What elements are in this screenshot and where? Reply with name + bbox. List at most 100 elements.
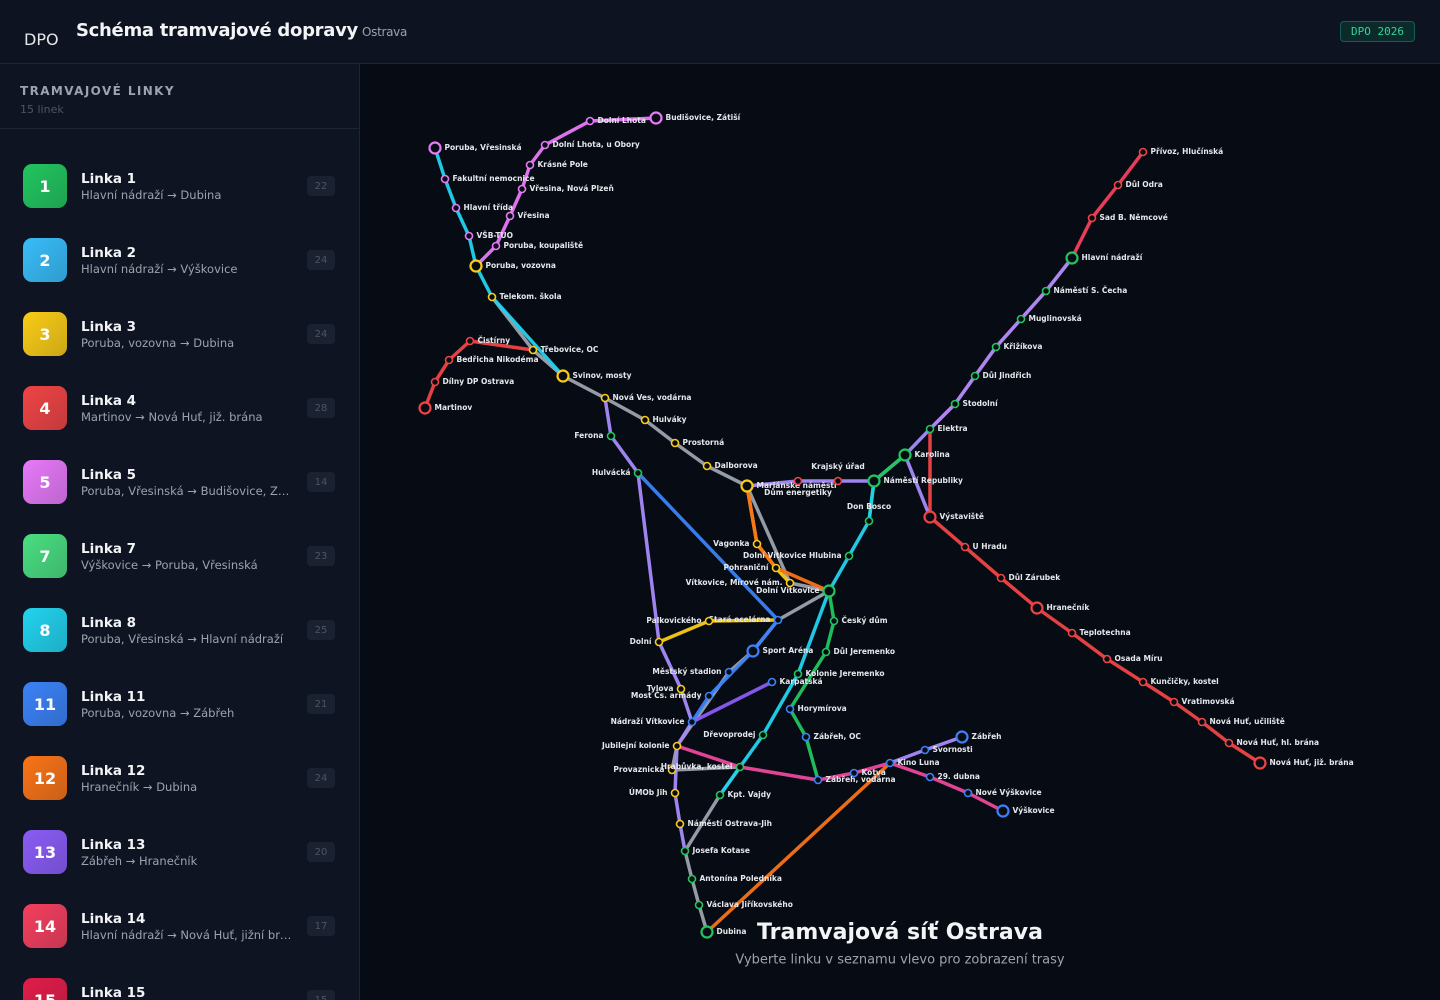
station-label: Osada Míru xyxy=(1115,654,1163,663)
station-label: Poruba, koupaliště xyxy=(504,241,584,250)
station-label: Jubilejní kolonie xyxy=(601,741,669,750)
station-label: Vřesina xyxy=(518,211,550,220)
station xyxy=(767,677,777,687)
line-item[interactable]: 7 Linka 7 Výškovice → Poruba, Vřesinská 23 xyxy=(0,519,359,593)
station-label: Dolní Vítkovice Hlubina xyxy=(743,551,842,560)
line-name: Linka 12 xyxy=(81,763,146,779)
line-item[interactable]: 2 Linka 2 Hlavní nádraží → Výškovice 24 xyxy=(0,223,359,297)
line-badge: 2 xyxy=(23,238,67,282)
station xyxy=(785,578,795,588)
station xyxy=(680,846,690,856)
line-badge: 3 xyxy=(23,312,67,356)
station xyxy=(923,510,937,524)
station xyxy=(925,772,935,782)
station xyxy=(667,765,677,775)
station-label: Dům energetiky xyxy=(764,488,832,497)
station-label: Horymírova xyxy=(798,704,847,713)
station xyxy=(785,704,795,714)
station-label: Dubina xyxy=(717,927,747,936)
station-label: Důl Jeremenko xyxy=(834,647,896,656)
station xyxy=(670,438,680,448)
station xyxy=(1253,756,1267,770)
station-label: Křižíkova xyxy=(1004,342,1043,351)
station-label: Sad B. Němcové xyxy=(1100,213,1168,222)
station-label: Hrabůvka, kostel xyxy=(661,762,733,771)
station xyxy=(735,762,745,772)
station-label: Výstaviště xyxy=(940,512,984,521)
station xyxy=(920,745,930,755)
top-bar: DPO Schéma tramvajové dopravy Ostrava DPO… xyxy=(0,0,1440,64)
station xyxy=(773,615,783,625)
line-name: Linka 14 xyxy=(81,911,146,927)
line-name: Linka 5 xyxy=(81,467,137,483)
station-label: Kino Luna xyxy=(898,758,940,767)
route-line xyxy=(718,479,876,797)
line-badge: 8 xyxy=(23,608,67,652)
line-route: Hranečník → Dubina xyxy=(81,780,198,794)
line-route: Zábřeh → Hranečník xyxy=(81,854,198,868)
line-item[interactable]: 1 Linka 1 Hlavní nádraží → Dubina 22 xyxy=(0,149,359,223)
stop-count: 14 xyxy=(307,472,335,492)
station-label: Telekom. škola xyxy=(500,292,562,301)
station-label: Třebovice, OC xyxy=(541,345,599,354)
station-label: Hlavní třída xyxy=(464,203,514,212)
station-label: Fakultní nemocnice xyxy=(453,174,535,183)
station xyxy=(960,542,970,552)
station xyxy=(649,111,663,125)
line-item[interactable]: 14 Linka 14 Hlavní nádraží → Nová Huť, již… xyxy=(0,889,359,963)
line-item[interactable]: 13 Linka 13 Zábřeh → Hranečník 20 xyxy=(0,815,359,889)
station xyxy=(1113,180,1123,190)
station-label: Nádraží Vítkovice xyxy=(611,717,685,726)
line-route: Poruba, vozovna → Dubina xyxy=(81,336,235,350)
station xyxy=(1087,213,1097,223)
route-line xyxy=(788,589,836,782)
line-item[interactable]: 12 Linka 12 Hranečník → Dubina 24 xyxy=(0,741,359,815)
station-label: Vítkovice, Mírové nám. xyxy=(686,578,783,587)
station xyxy=(1138,677,1148,687)
station-label: Kpt. Vajdy xyxy=(728,790,772,799)
station xyxy=(925,424,935,434)
station xyxy=(517,184,527,194)
station-label: Přívoz, Hlučínská xyxy=(1151,147,1224,156)
sidebar: TRAMVAJOVÉ LINKY 15 linek 1 Linka 1 Hlavní… xyxy=(0,64,360,1000)
station-label: Bedřicha Nikodéma xyxy=(457,355,539,364)
station-label: Dílny DP Ostrava xyxy=(443,377,515,386)
line-route: Hlavní nádraží → Dubina xyxy=(81,188,222,202)
app-title: Schéma tramvajové dopravy Ostrava xyxy=(76,20,407,41)
line-route: Poruba, Vřesinská → Hlavní nádraží xyxy=(81,632,284,646)
station xyxy=(833,476,843,486)
stop-count: 24 xyxy=(307,324,335,344)
station xyxy=(1065,251,1079,265)
station xyxy=(556,369,570,383)
line-name: Linka 8 xyxy=(81,615,137,631)
station-label: Český dům xyxy=(842,616,888,625)
title-text: Schéma tramvajové dopravy xyxy=(76,20,358,41)
line-name: Linka 1 xyxy=(81,171,137,187)
line-item[interactable]: 3 Linka 3 Poruba, vozovna → Dubina 24 xyxy=(0,297,359,371)
line-item[interactable]: 11 Linka 11 Poruba, vozovna → Zábřeh 21 xyxy=(0,667,359,741)
route-line xyxy=(903,453,932,519)
stop-count: 15 xyxy=(307,990,335,1000)
station-label: Dolní Lhota xyxy=(598,116,646,125)
station xyxy=(528,345,538,355)
line-item[interactable]: 8 Linka 8 Poruba, Vřesinská → Hlavní nádra… xyxy=(0,593,359,667)
line-route: Poruba, Vřesinská → Budišovice, Zátiší xyxy=(81,484,296,498)
station-label: Prostorná xyxy=(683,438,725,447)
station-label: Nová Huť, hl. brána xyxy=(1237,738,1320,747)
sidebar-heading: TRAMVAJOVÉ LINKY xyxy=(20,84,175,98)
station-label: Zábřeh xyxy=(972,732,1002,741)
line-name: Linka 11 xyxy=(81,689,146,705)
station-label: Zábřeh, vodárna xyxy=(826,775,896,784)
line-item[interactable]: 4 Linka 4 Martinov → Nová Huť, již. brána 2… xyxy=(0,371,359,445)
station-label: Čistírny xyxy=(478,336,511,345)
stop-count: 21 xyxy=(307,694,335,714)
sidebar-header: TRAMVAJOVÉ LINKY 15 linek xyxy=(0,64,359,129)
network-map: Budišovice, Zátiší Dolní Lhota Dolní Lhota… xyxy=(418,111,1354,968)
line-badge: 4 xyxy=(23,386,67,430)
line-item[interactable]: 5 Linka 5 Poruba, Vřesinská → Budišovice, … xyxy=(0,445,359,519)
station xyxy=(898,448,912,462)
station-label: Sport Aréna xyxy=(763,646,814,655)
station xyxy=(704,691,714,701)
